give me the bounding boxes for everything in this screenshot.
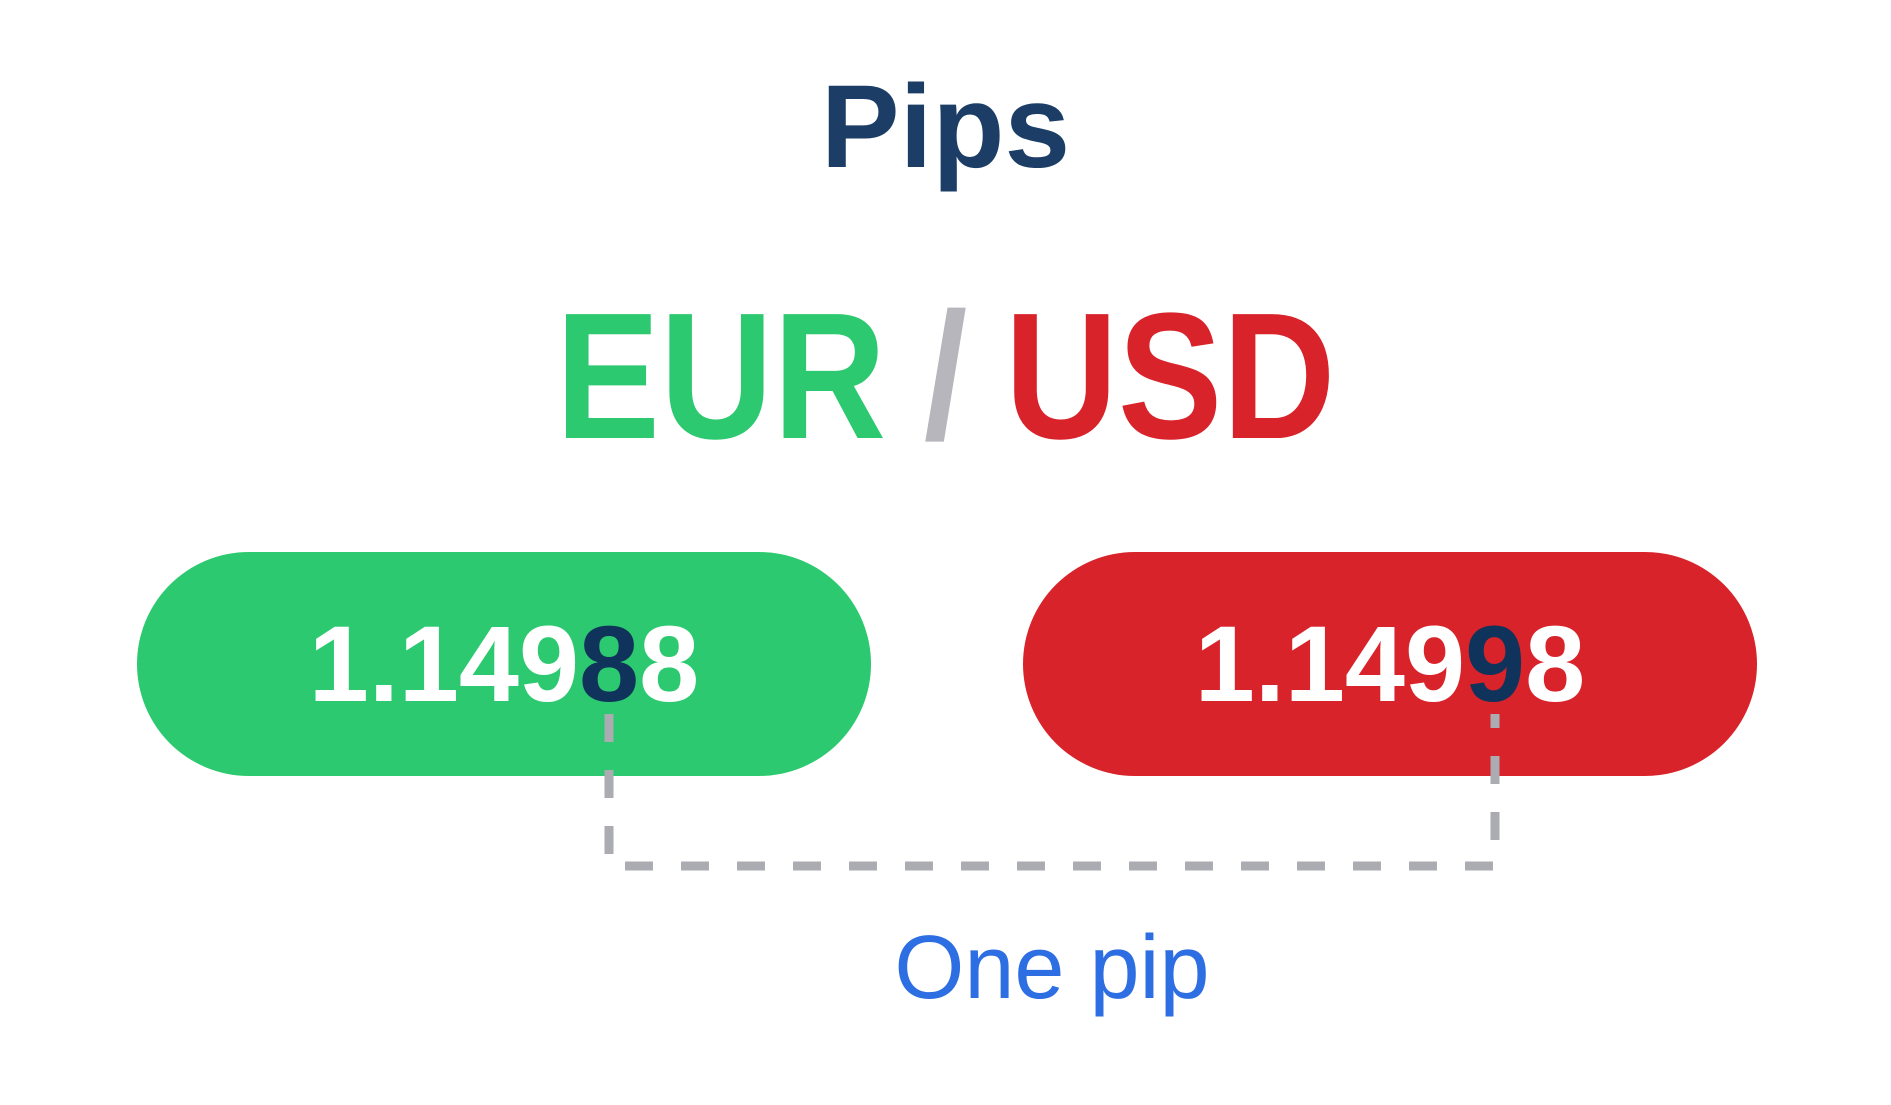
base-currency-label: EUR <box>555 276 887 477</box>
ask-price-last-digit: 8 <box>1525 603 1586 724</box>
ask-price-prefix: 1.149 <box>1194 603 1466 724</box>
bid-price-prefix: 1.149 <box>308 603 580 724</box>
ask-price-value: 1.14998 <box>1195 610 1585 718</box>
one-pip-label: One pip <box>894 918 1210 1018</box>
currency-pair-heading: EUR / USD <box>123 287 1768 467</box>
ask-price-pill: 1.14998 <box>1023 552 1757 776</box>
bid-price-pill: 1.14988 <box>137 552 871 776</box>
bid-pip-digit-highlight: 8 <box>579 603 640 724</box>
ask-pip-digit-highlight: 9 <box>1465 603 1526 724</box>
bid-price-value: 1.14988 <box>309 610 699 718</box>
pair-separator: / <box>923 276 968 477</box>
bid-price-last-digit: 8 <box>639 603 700 724</box>
page-title: Pips <box>820 61 1071 193</box>
quote-currency-label: USD <box>1004 276 1336 477</box>
